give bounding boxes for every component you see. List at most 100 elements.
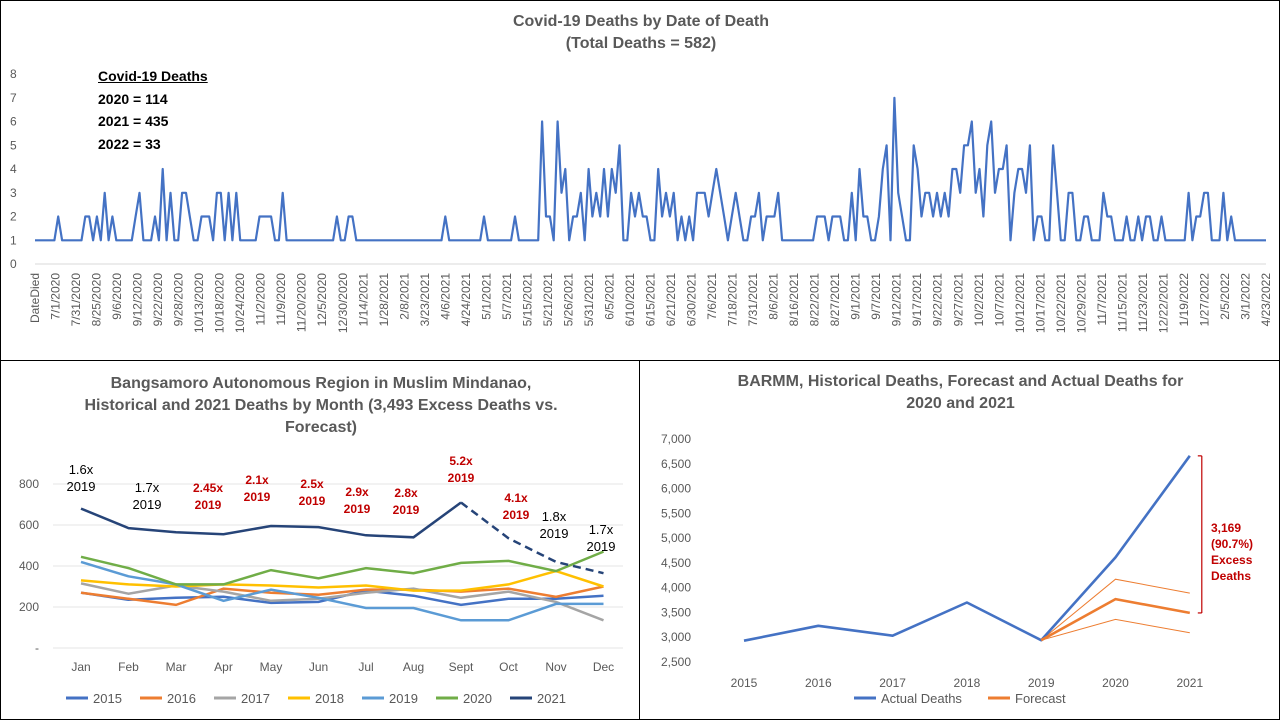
monthly-title-line-2: Historical and 2021 Deaths by Month (3,4… bbox=[84, 397, 558, 414]
forecast-chart-title: BARMM, Historical Deaths, Forecast and A… bbox=[640, 371, 1279, 415]
daily-deaths-line bbox=[35, 96, 1266, 242]
y-tick-label: 4 bbox=[10, 162, 17, 176]
x-tick-label: 9/7/2021 bbox=[869, 273, 883, 320]
x-tick-label: 2020 bbox=[1102, 676, 1129, 690]
daily-note-title: Covid-19 Deaths bbox=[98, 68, 208, 84]
x-tick-label: Aug bbox=[403, 660, 424, 674]
series-line-2021-dashed bbox=[460, 501, 604, 575]
x-tick-label: 12/5/2020 bbox=[315, 273, 329, 327]
series-line-2019 bbox=[80, 560, 604, 622]
x-tick-label: 4/6/2021 bbox=[438, 273, 452, 320]
legend-label: 2019 bbox=[389, 691, 418, 706]
x-tick-label: 6/10/2021 bbox=[623, 273, 637, 327]
x-tick-label: 8/25/2020 bbox=[90, 273, 104, 327]
x-tick-label: 7/18/2021 bbox=[726, 273, 740, 327]
y-tick-label: - bbox=[35, 641, 39, 655]
x-tick-label: 8/16/2021 bbox=[787, 273, 801, 327]
y-tick-label: 6,500 bbox=[661, 457, 691, 471]
x-tick-label: 8/6/2021 bbox=[767, 273, 781, 320]
y-tick-label: 800 bbox=[19, 477, 39, 491]
y-tick-label: 4,500 bbox=[661, 556, 691, 570]
legend-label: Actual Deaths bbox=[881, 691, 962, 706]
x-tick-label: 10/22/2021 bbox=[1054, 273, 1068, 333]
x-tick-label: 8/22/2021 bbox=[808, 273, 822, 327]
x-tick-label: 9/17/2021 bbox=[910, 273, 924, 327]
daily-chart-title-line: Covid-19 Deaths by Date of Death bbox=[512, 13, 770, 30]
y-tick-label: 600 bbox=[19, 518, 39, 532]
ratio-annotation: 1.6x 2019 bbox=[67, 462, 96, 494]
x-tick-label: 8/27/2021 bbox=[828, 273, 842, 327]
daily-chart-subtitle: (Total Deaths = 582) bbox=[565, 35, 717, 52]
y-tick-label: 4,000 bbox=[661, 581, 691, 595]
x-tick-label: 1/19/2022 bbox=[1177, 273, 1191, 327]
x-tick-label: 11/7/2021 bbox=[1095, 273, 1109, 326]
x-tick-label: 9/1/2021 bbox=[849, 273, 863, 320]
y-tick-label: 6,000 bbox=[661, 482, 691, 496]
x-tick-label: 9/22/2020 bbox=[151, 273, 165, 327]
x-tick-label: 10/29/2021 bbox=[1074, 273, 1088, 333]
monthly-title-line-3: Forecast) bbox=[284, 419, 358, 436]
ratio-annotation: 2.5x 2019 bbox=[299, 477, 326, 508]
x-tick-label: 11/9/2020 bbox=[274, 273, 288, 326]
x-tick-label: 5/31/2021 bbox=[582, 273, 596, 327]
x-tick-label: 2015 bbox=[731, 676, 758, 690]
x-tick-label: 6/30/2021 bbox=[685, 273, 699, 327]
x-tick-label: Nov bbox=[545, 660, 566, 674]
y-tick-label: 2,500 bbox=[661, 655, 691, 669]
forecast-lower-bound bbox=[1041, 618, 1190, 641]
x-tick-label: 3/1/2022 bbox=[1238, 273, 1252, 320]
y-tick-label: 5 bbox=[10, 138, 17, 152]
x-tick-label: 2/8/2021 bbox=[397, 273, 411, 320]
x-tick-label: 2021 bbox=[1176, 676, 1203, 690]
x-tick-label: 3/23/2021 bbox=[418, 273, 432, 327]
legend-label: 2021 bbox=[537, 691, 566, 706]
x-tick-label: 5/26/2021 bbox=[561, 273, 575, 327]
x-tick-label: 9/28/2020 bbox=[172, 273, 186, 327]
series-line-2020 bbox=[80, 550, 604, 586]
ratio-annotation: 2.1x 2019 bbox=[244, 473, 271, 504]
daily-chart-title: Covid-19 Deaths by Date of Death (Total … bbox=[1, 11, 1279, 55]
x-tick-label: Jul bbox=[358, 660, 373, 674]
y-tick-label: 400 bbox=[19, 559, 39, 573]
x-tick-label: May bbox=[260, 660, 283, 674]
x-tick-label: 12/30/2020 bbox=[336, 273, 350, 333]
x-tick-label: Oct bbox=[499, 660, 518, 674]
legend-label: Forecast bbox=[1015, 691, 1066, 706]
forecast-title-line-1: BARMM, Historical Deaths, Forecast and A… bbox=[737, 373, 1184, 390]
x-tick-label: 9/12/2021 bbox=[890, 273, 904, 327]
daily-note-2022: 2022 = 33 bbox=[98, 136, 161, 152]
ratio-annotation: 5.2x 2019 bbox=[448, 454, 475, 485]
x-tick-label: 5/15/2021 bbox=[520, 273, 534, 327]
x-tick-label: 6/15/2021 bbox=[644, 273, 658, 327]
daily-note-2021: 2021 = 435 bbox=[98, 113, 169, 129]
x-tick-label: 7/31/2021 bbox=[746, 273, 760, 327]
daily-deaths-chart: 0 1 2 3 4 5 6 7 8 DateDied 7/1/2020 7/31/2020 8/25/2… bbox=[10, 67, 1273, 333]
x-tick-label: 10/13/2020 bbox=[192, 273, 206, 333]
x-tick-label: 11/2/2020 bbox=[254, 273, 268, 326]
series-line-2016 bbox=[80, 585, 604, 607]
x-tick-label: Apr bbox=[214, 660, 233, 674]
x-tick-label: Dec bbox=[593, 660, 614, 674]
x-tick-label: 11/15/2021 bbox=[1115, 273, 1129, 332]
x-tick-label: Feb bbox=[118, 660, 139, 674]
x-tick-label: Sept bbox=[449, 660, 474, 674]
ratio-annotation: 4.1x 2019 bbox=[503, 491, 530, 522]
legend-label: 2016 bbox=[167, 691, 196, 706]
y-tick-label: 6 bbox=[10, 115, 17, 129]
x-tick-label: 4/23/2022 bbox=[1259, 273, 1273, 327]
y-tick-label: 5,500 bbox=[661, 506, 691, 520]
x-tick-label: 11/23/2021 bbox=[1136, 273, 1150, 332]
x-tick-label: 2018 bbox=[954, 676, 981, 690]
x-tick-label: 2019 bbox=[1028, 676, 1055, 690]
x-tick-label: 9/27/2021 bbox=[951, 273, 965, 327]
x-tick-label: DateDied bbox=[28, 273, 42, 323]
legend-label: 2020 bbox=[463, 691, 492, 706]
monthly-deaths-chart: - 200 400 600 800 Jan Feb Mar Apr May Jun Jul Aug Sep… bbox=[19, 454, 623, 706]
y-tick-label: 7,000 bbox=[661, 432, 691, 446]
y-tick-label: 7 bbox=[10, 91, 17, 105]
excess-deaths-callout: 3,169 (90.7%) Excess Deaths bbox=[1211, 521, 1253, 583]
ratio-annotation: 2.45x 2019 bbox=[193, 481, 223, 512]
forecast-deaths-chart: 2,500 3,000 3,500 4,000 4,500 5,000 5,500 6,000… bbox=[661, 432, 1253, 706]
x-tick-label: 7/6/2021 bbox=[705, 273, 719, 320]
ratio-annotation: 2.9x 2019 bbox=[344, 485, 371, 516]
